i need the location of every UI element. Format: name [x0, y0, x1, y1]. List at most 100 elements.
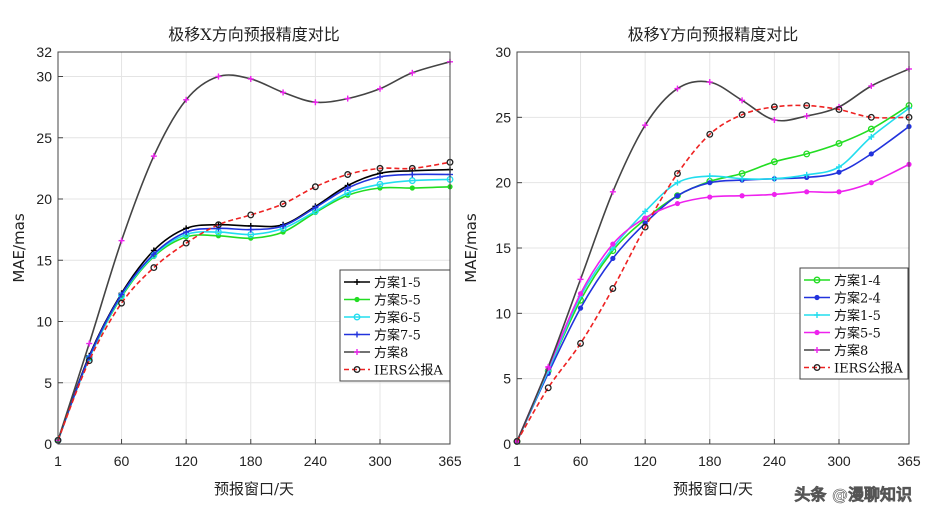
x-tick-label: 300: [827, 453, 851, 469]
legend-label: 方案5-5: [834, 326, 881, 342]
data-point: [545, 363, 552, 370]
data-point: [279, 200, 287, 208]
data-point: [247, 226, 254, 233]
data-point: [577, 339, 584, 347]
x-axis-label: 预报窗口/天: [673, 480, 753, 498]
data-point: [674, 192, 681, 200]
series-IERS公报A: [513, 102, 913, 445]
data-point: [803, 150, 811, 158]
data-point: [739, 193, 745, 199]
data-point: [835, 140, 843, 147]
data-point: [344, 171, 352, 178]
series-group: [513, 65, 913, 445]
data-point: [836, 163, 842, 170]
legend-item: 方案1-5: [804, 308, 881, 324]
series-line: [57, 61, 451, 441]
data-point: [707, 180, 713, 186]
data-point: [867, 113, 875, 121]
data-point: [354, 331, 360, 338]
data-point: [86, 340, 93, 347]
data-point: [409, 171, 416, 178]
data-point: [642, 122, 649, 129]
x-tick-label: 60: [114, 453, 130, 469]
data-point: [771, 116, 778, 123]
gridlines: [516, 51, 910, 445]
legend-item: IERS公报A: [344, 364, 443, 379]
legend-label: 方案6-5: [374, 310, 421, 326]
y-tick-label: 5: [44, 375, 52, 391]
x-tick-label: 180: [239, 453, 263, 469]
data-point: [706, 130, 714, 138]
chart-y-direction: 极移Y方向预报精度对比 0 5 10 15 20 25 30 1 60 120 180 240 300 3…: [462, 25, 921, 498]
x-tick-label: 300: [368, 453, 392, 469]
legend-label: 方案7-5: [374, 328, 421, 344]
data-point: [813, 364, 821, 371]
data-point: [803, 171, 810, 178]
data-point: [183, 229, 190, 236]
y-tick-label: 32: [36, 44, 52, 60]
data-point: [353, 313, 361, 321]
data-point: [868, 180, 874, 186]
data-point: [577, 291, 584, 297]
plot-frame: [57, 51, 451, 445]
y-tick-label: 25: [36, 130, 52, 146]
legend-item: 方案6-5: [344, 310, 421, 326]
x-tick-label: 240: [763, 453, 787, 469]
x-tick-label: 1: [513, 453, 521, 469]
legend-item: 方案1-5: [344, 275, 421, 291]
chart-title: 极移Y方向预报精度对比: [628, 25, 799, 44]
y-tick-label: 5: [503, 371, 511, 387]
data-point: [312, 204, 319, 211]
data-point: [280, 222, 287, 229]
y-tick-label: 20: [495, 175, 511, 191]
series-IERS公报A: [54, 158, 454, 444]
legend-item: 方案8: [344, 345, 408, 361]
legend-label: 方案1-4: [834, 273, 881, 289]
x-tick-label: 120: [633, 453, 657, 469]
x-axis-label: 预报窗口/天: [214, 480, 294, 498]
y-axis-label: MAE/mas: [10, 213, 28, 283]
series-方案8: [514, 65, 912, 445]
data-point: [610, 241, 616, 247]
data-point: [215, 225, 222, 232]
data-point: [354, 296, 360, 303]
data-point: [868, 151, 874, 157]
legend-item: 方案7-5: [344, 328, 421, 344]
legend-label: 方案8: [374, 345, 408, 361]
data-point: [376, 164, 384, 172]
data-point: [377, 85, 383, 92]
data-point: [814, 347, 820, 353]
data-point: [738, 111, 746, 119]
data-point: [609, 285, 617, 292]
data-point: [868, 82, 875, 89]
axis-ticks: 0 5 10 15 20 25 30 32 1 60 120 180 240 300 365: [36, 44, 461, 469]
axis-ticks: 0 5 10 15 20 25 30 1 60 120 180 240 300 365: [495, 44, 920, 469]
data-point: [674, 170, 681, 177]
data-point: [770, 158, 778, 166]
data-point: [354, 349, 360, 355]
legend-label: 方案2-4: [834, 291, 881, 307]
series-方案5-5: [514, 161, 912, 444]
series-line: [516, 104, 910, 442]
chart-x-direction: 极移X方向预报精度对比 0 5 10 15 20 25 30 32 1 60 120 180 240 30…: [10, 25, 462, 498]
legend-box: [799, 267, 909, 380]
series-line: [516, 68, 910, 442]
legend-item: 方案1-4: [804, 273, 881, 289]
data-point: [85, 357, 93, 365]
legend-label: IERS公报A: [374, 364, 443, 379]
legend-label: 方案8: [834, 343, 868, 359]
data-point: [641, 223, 649, 231]
data-point: [706, 79, 713, 86]
data-point: [354, 279, 360, 285]
data-point: [836, 169, 842, 175]
data-point: [150, 264, 158, 272]
x-tick-label: 365: [897, 453, 921, 469]
data-point: [215, 73, 222, 80]
data-point: [739, 97, 746, 104]
data-point: [183, 96, 190, 103]
x-tick-label: 180: [698, 453, 722, 469]
data-point: [771, 191, 777, 198]
